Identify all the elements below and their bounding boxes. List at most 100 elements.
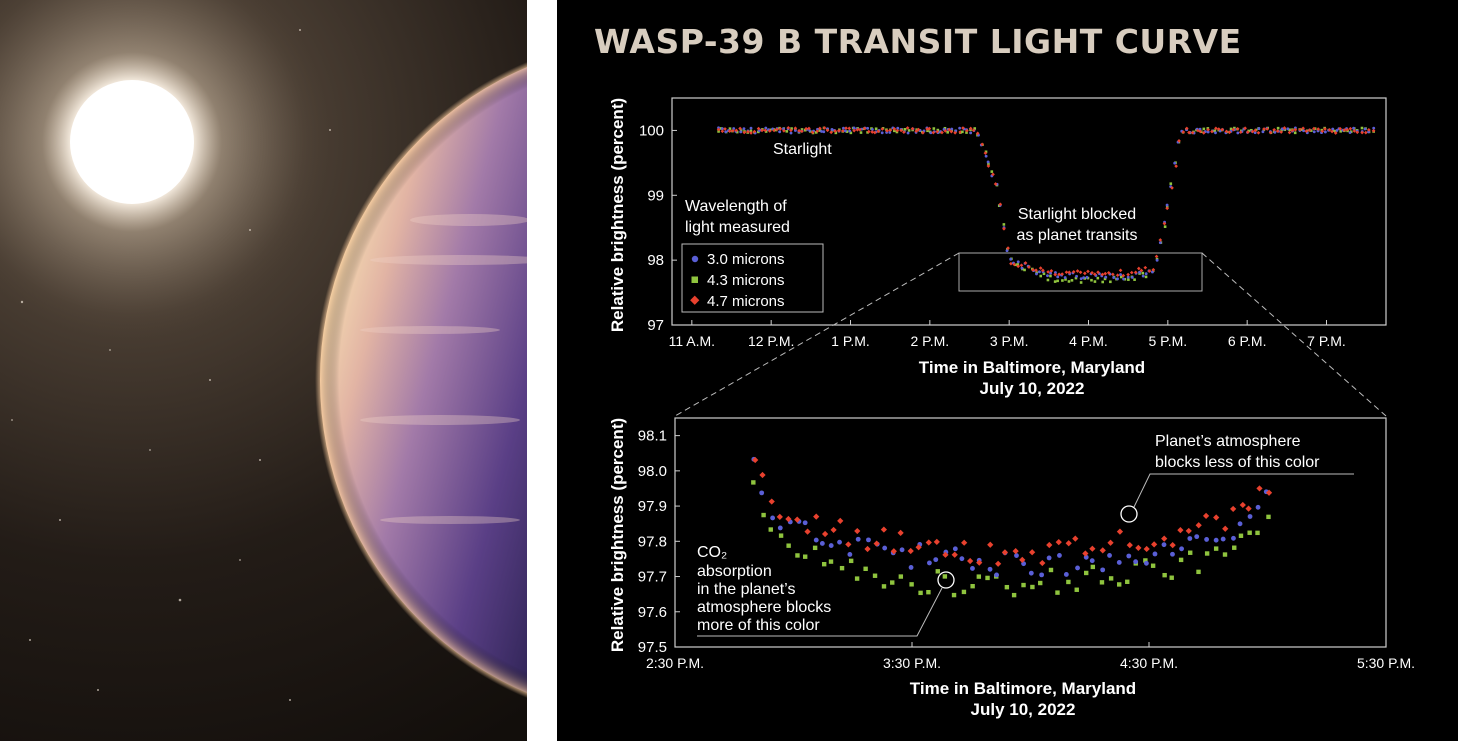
- top-point-4-7: [1177, 138, 1181, 143]
- bottom-point-4-3: [768, 527, 773, 532]
- top-point-3-0: [1063, 276, 1067, 279]
- top-point-3-0: [793, 129, 797, 132]
- top-point-4-3: [1090, 278, 1093, 282]
- top-point-3-0: [1257, 127, 1261, 131]
- bottom-point-4-3: [1232, 545, 1237, 550]
- top-point-4-7: [1165, 206, 1170, 211]
- bottom-point-3-0: [770, 515, 776, 521]
- top-point-3-0: [739, 130, 743, 134]
- top-point-3-0: [1005, 249, 1009, 253]
- top-point-4-3: [1247, 129, 1250, 133]
- top-point-4-3: [1079, 281, 1083, 284]
- top-point-4-7: [1231, 127, 1236, 132]
- top-point-4-7: [1216, 127, 1221, 131]
- top-point-4-3: [1163, 225, 1167, 228]
- bottom-point-3-0: [987, 566, 993, 572]
- legend-heading-line1: Wavelength of: [685, 198, 787, 215]
- annotation-less-line2: blocks less of this color: [1155, 454, 1320, 471]
- bottom-point-3-0: [959, 556, 965, 562]
- top-point-4-7: [1348, 126, 1353, 131]
- top-x-tick-label: 11 A.M.: [669, 333, 715, 349]
- top-point-4-7: [1367, 127, 1371, 132]
- top-point-4-3: [1202, 127, 1206, 131]
- bottom-point-3-0: [1255, 504, 1261, 510]
- top-point-4-7: [1053, 272, 1058, 277]
- top-point-4-7: [833, 129, 838, 133]
- bottom-point-4-3: [761, 512, 766, 518]
- top-point-4-3: [1339, 129, 1343, 133]
- illustration-canvas: [0, 0, 527, 741]
- bottom-point-4-7: [776, 513, 783, 520]
- top-point-3-0: [1116, 277, 1119, 281]
- bottom-point-4-3: [821, 561, 827, 567]
- bottom-point-4-3: [1255, 530, 1260, 536]
- bottom-point-4-3: [898, 574, 904, 579]
- bottom-y-tick-label: 97.6: [638, 604, 667, 621]
- top-point-4-7: [1067, 270, 1072, 275]
- top-point-4-3: [1334, 129, 1337, 133]
- bottom-point-3-0: [828, 543, 834, 548]
- bottom-point-4-7: [880, 526, 887, 533]
- bottom-point-4-3: [918, 590, 923, 596]
- top-point-4-7: [847, 126, 852, 131]
- top-point-3-0: [969, 131, 973, 135]
- top-point-3-0: [1138, 270, 1141, 274]
- bottom-point-4-3: [1162, 572, 1167, 578]
- top-point-4-7: [1129, 270, 1134, 275]
- top-point-3-0: [880, 131, 884, 135]
- host-star: [70, 80, 194, 204]
- top-point-4-7: [1287, 130, 1292, 135]
- top-point-3-0: [1130, 275, 1134, 279]
- bottom-point-4-3: [1011, 592, 1017, 598]
- top-point-4-3: [785, 130, 789, 133]
- bottom-point-4-3: [1117, 582, 1122, 587]
- top-point-3-0: [1331, 127, 1335, 131]
- top-point-4-3: [1023, 268, 1026, 272]
- bottom-point-4-3: [909, 582, 914, 587]
- top-point-3-0: [870, 127, 874, 131]
- top-x-tick-label: 4 P.M.: [1069, 333, 1108, 349]
- bottom-point-4-3: [935, 569, 940, 574]
- top-point-4-3: [1109, 280, 1112, 284]
- top-point-4-3: [1039, 274, 1043, 278]
- legend-marker-4-7: [690, 295, 700, 305]
- top-point-4-3: [1074, 276, 1078, 280]
- top-point-4-7: [1363, 130, 1368, 135]
- top-x-tick-label: 6 P.M.: [1228, 333, 1267, 349]
- top-point-4-7: [767, 129, 772, 133]
- top-point-3-0: [1020, 266, 1024, 270]
- top-point-4-7: [782, 128, 786, 133]
- bottom-x-axis: 2:30 P.M. 3:30 P.M. 4:30 P.M. 5:30 P.M.: [646, 642, 1415, 671]
- bottom-point-3-0: [970, 566, 975, 571]
- bottom-point-3-0: [777, 525, 783, 531]
- top-point-4-7: [975, 131, 980, 136]
- bottom-point-4-3: [1169, 575, 1174, 580]
- bottom-point-4-7: [1082, 550, 1089, 557]
- top-point-4-3: [987, 162, 990, 166]
- bottom-point-4-3: [802, 554, 808, 559]
- bottom-x-tick-label: 3:30 P.M.: [883, 655, 941, 671]
- top-point-3-0: [1363, 127, 1367, 131]
- top-point-4-7: [1220, 127, 1225, 132]
- top-point-3-0: [958, 126, 962, 130]
- bottom-point-4-7: [1099, 547, 1106, 554]
- bottom-point-4-3: [881, 584, 887, 589]
- top-point-4-7: [991, 172, 995, 177]
- bottom-point-4-7: [804, 528, 811, 535]
- bottom-point-3-0: [1057, 552, 1062, 558]
- bottom-point-4-7: [1202, 512, 1210, 519]
- bottom-point-4-3: [1238, 533, 1244, 538]
- bottom-point-4-7: [1222, 525, 1229, 532]
- bottom-point-3-0: [1237, 521, 1243, 527]
- top-point-3-0: [1312, 130, 1316, 134]
- top-point-4-3: [961, 130, 964, 134]
- top-point-4-7: [1136, 266, 1141, 271]
- bottom-point-4-3: [942, 574, 948, 579]
- bottom-point-4-7: [1107, 539, 1114, 546]
- bottom-point-4-3: [828, 559, 834, 564]
- top-point-4-7: [844, 126, 848, 130]
- bottom-point-3-0: [1100, 567, 1106, 573]
- top-point-4-7: [993, 182, 998, 186]
- top-point-4-7: [1338, 126, 1342, 131]
- top-point-3-0: [1352, 126, 1356, 130]
